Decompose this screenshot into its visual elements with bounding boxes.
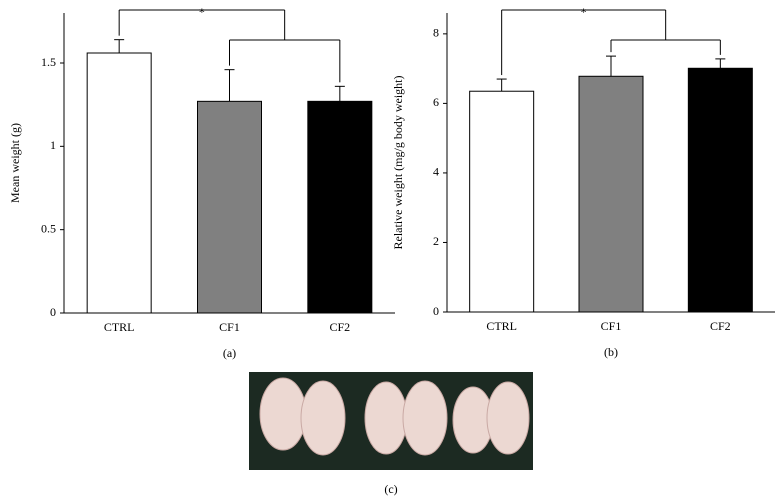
testis: [364, 381, 408, 455]
significance-mark: *: [581, 5, 587, 19]
bar: [307, 100, 373, 314]
y-tick-label: 1: [50, 138, 56, 152]
x-tick-label: CTRL: [486, 319, 517, 333]
y-tick-label: 0: [50, 305, 56, 319]
y-tick-label: 8: [433, 26, 439, 40]
panel-label: (a): [223, 346, 236, 360]
y-tick-label: 4: [433, 165, 439, 179]
testis: [486, 381, 530, 455]
y-tick-label: 0: [433, 304, 439, 318]
panel-label: (c): [384, 482, 397, 496]
y-tick-label: 1.5: [41, 55, 56, 69]
y-axis-label: Relative weight (mg/g body weight): [391, 76, 405, 250]
photo: [249, 372, 533, 470]
testis: [402, 380, 448, 456]
significance-mark: *: [199, 5, 205, 19]
bar: [469, 90, 535, 313]
x-tick-label: CTRL: [104, 320, 135, 334]
bar: [197, 100, 262, 314]
y-tick-label: 0.5: [41, 221, 56, 235]
x-tick-label: CF2: [710, 319, 731, 333]
y-axis-label: Mean weight (g): [8, 123, 22, 203]
y-tick-label: 2: [433, 234, 439, 248]
bar: [86, 52, 152, 314]
y-tick-label: 6: [433, 95, 439, 109]
bar: [687, 67, 753, 313]
bar: [578, 75, 644, 313]
x-tick-label: CF1: [219, 320, 240, 334]
testis: [300, 380, 346, 456]
x-tick-label: CF2: [329, 320, 350, 334]
testis: [259, 377, 307, 451]
panel-label: (b): [604, 345, 618, 359]
x-tick-label: CF1: [601, 319, 622, 333]
